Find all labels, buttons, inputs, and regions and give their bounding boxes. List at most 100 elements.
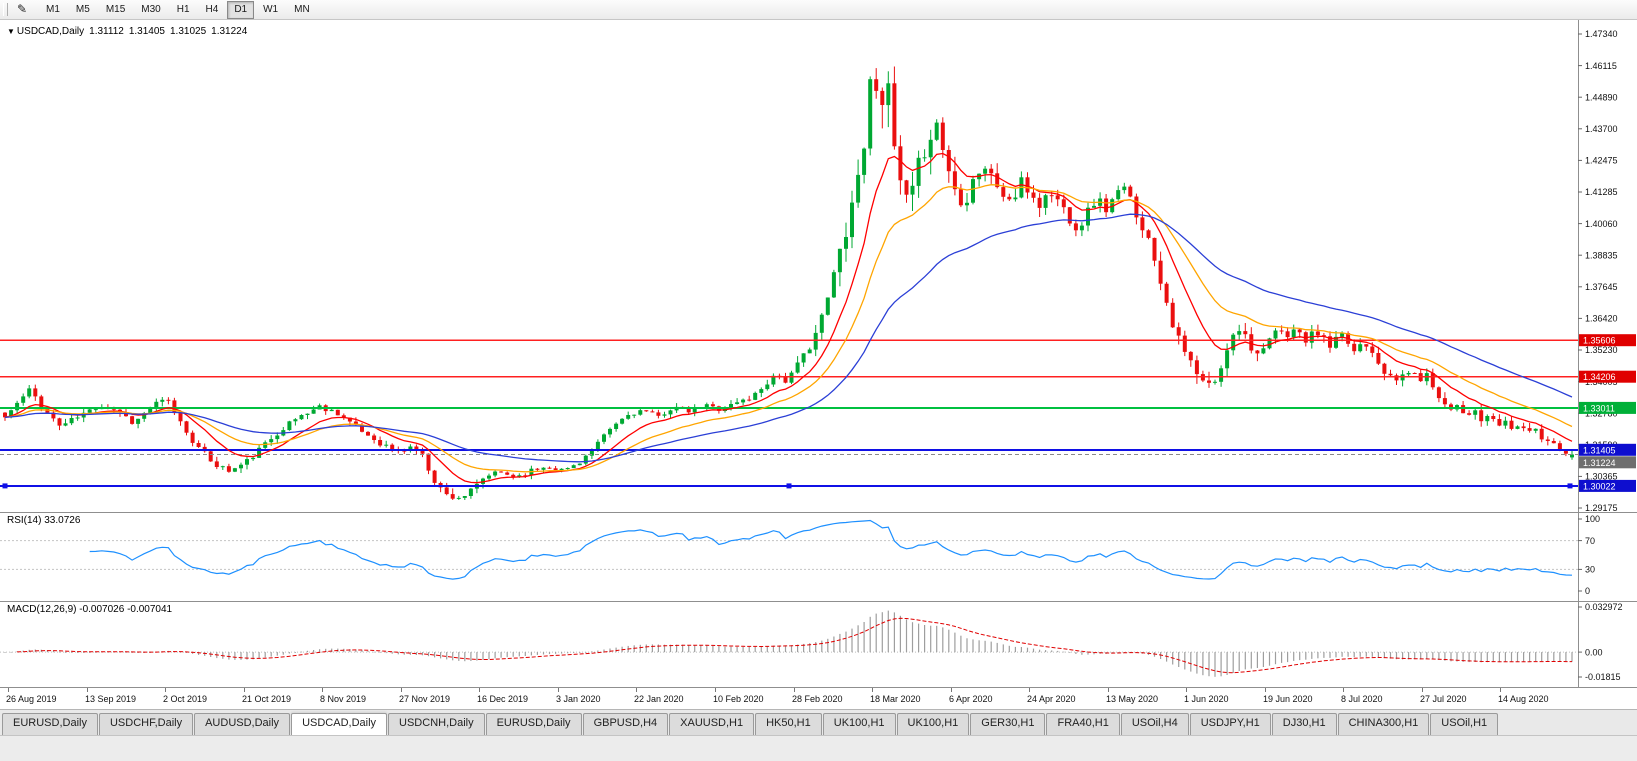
- chart-tab-5-eurusd-daily[interactable]: EURUSD,Daily: [485, 713, 582, 735]
- time-tick-label: 8 Nov 2019: [320, 694, 367, 704]
- time-tick-label: 8 Jul 2020: [1341, 694, 1383, 704]
- time-tick-label: 13 Sep 2019: [85, 694, 137, 704]
- price-tick-label: 1.43700: [1585, 124, 1618, 134]
- chart-tab-14-usdjpy-h1[interactable]: USDJPY,H1: [1189, 713, 1271, 735]
- price-label-1.35606: 1.35606: [1579, 334, 1636, 347]
- price-tick-label: 1.30365: [1585, 472, 1618, 482]
- chart-tab-15-dj30-h1[interactable]: DJ30,H1: [1271, 713, 1337, 735]
- rsi-panel[interactable]: 100 70 30 0: [0, 512, 1637, 601]
- chart-tab-2-audusd-daily[interactable]: AUDUSD,Daily: [194, 713, 291, 735]
- time-tick-label: 14 Aug 2020: [1498, 694, 1549, 704]
- chart-menu-arrow-icon[interactable]: ▼: [7, 27, 15, 36]
- ma-fast-line: [4, 152, 1573, 484]
- chart-symbol-period: USDCAD,Daily: [16, 26, 85, 37]
- time-tick: [1265, 688, 1266, 692]
- macd-histogram: [4, 610, 1573, 677]
- ohlc-open: 1.31112: [89, 26, 124, 37]
- macd-panel[interactable]: 0.032972 0.00 -0.01815: [0, 601, 1637, 687]
- svg-text:1.35606: 1.35606: [1583, 336, 1616, 346]
- ma-slow-line: [4, 213, 1573, 463]
- price-tick-label: 1.38835: [1585, 250, 1618, 260]
- bid-price-label: 1.31224: [1579, 456, 1636, 469]
- price-tick-label: 1.44890: [1585, 92, 1618, 102]
- ma-mid-line: [4, 184, 1573, 473]
- time-tick: [1422, 688, 1423, 692]
- timeframe-button-m5[interactable]: M5: [75, 3, 90, 15]
- time-tick-label: 3 Jan 2020: [556, 694, 601, 704]
- time-tick-label: 27 Nov 2019: [399, 694, 451, 704]
- time-tick-label: 13 May 2020: [1106, 694, 1159, 704]
- rsi-line: [89, 519, 1573, 580]
- chart-tab-3-usdcad-daily[interactable]: USDCAD,Daily: [291, 713, 388, 735]
- price-label-1.31405: 1.31405: [1579, 443, 1636, 456]
- price-tick-label: 1.42475: [1585, 156, 1618, 166]
- price-tick-label: 1.36420: [1585, 314, 1618, 324]
- price-label-1.34206: 1.34206: [1579, 370, 1636, 383]
- price-tick-label: 1.47340: [1585, 29, 1618, 39]
- timeframe-button-mn[interactable]: MN: [294, 3, 310, 15]
- macd-tick-label: -0.01815: [1585, 672, 1621, 682]
- time-tick-label: 10 Feb 2020: [713, 694, 764, 704]
- chart-tab-16-china300-h1[interactable]: CHINA300,H1: [1337, 713, 1430, 735]
- timeframe-button-m15[interactable]: M15: [105, 3, 126, 15]
- time-tick-label: 28 Feb 2020: [792, 694, 843, 704]
- chart-tab-13-usoil-h4[interactable]: USOil,H4: [1120, 713, 1189, 735]
- timeframe-button-m1[interactable]: M1: [46, 3, 60, 15]
- time-tick-label: 26 Aug 2019: [6, 694, 57, 704]
- chart-tab-7-xauusd-h1[interactable]: XAUUSD,H1: [669, 713, 755, 735]
- price-tick-label: 1.37645: [1585, 282, 1618, 292]
- rsi-tick-label: 70: [1585, 536, 1595, 546]
- svg-text:1.30022: 1.30022: [1583, 481, 1616, 491]
- chart-tab-9-uk100-h1[interactable]: UK100,H1: [822, 713, 896, 735]
- chart-tab-0-eurusd-daily[interactable]: EURUSD,Daily: [2, 713, 98, 735]
- time-tick: [872, 688, 873, 692]
- toolbar-grip[interactable]: [3, 3, 8, 16]
- pencil-icon[interactable]: ✎: [16, 2, 28, 16]
- svg-text:1.31405: 1.31405: [1583, 445, 1616, 455]
- svg-text:1.33011: 1.33011: [1583, 403, 1615, 413]
- chart-tab-11-ger30-h1[interactable]: GER30,H1: [970, 713, 1046, 735]
- time-tick-label: 18 Mar 2020: [870, 694, 921, 704]
- time-tick: [1186, 688, 1187, 692]
- time-tick-label: 19 Jun 2020: [1263, 694, 1313, 704]
- chart-tab-4-usdcnh-daily[interactable]: USDCNH,Daily: [388, 713, 485, 735]
- chart-tab-6-gbpusd-h4[interactable]: GBPUSD,H4: [582, 713, 669, 735]
- time-tick: [794, 688, 795, 692]
- main-price-chart[interactable]: 1.47340 1.46115 1.44890 1.43700 1.42475 1.412…: [0, 20, 1637, 512]
- time-tick: [8, 688, 9, 692]
- chart-tab-1-usdchf-daily[interactable]: USDCHF,Daily: [98, 713, 194, 735]
- time-tick: [87, 688, 88, 692]
- timeframe-button-w1[interactable]: W1: [263, 3, 279, 15]
- timeframe-button-d1[interactable]: D1: [227, 0, 255, 19]
- ohlc-close: 1.31224: [211, 26, 248, 37]
- chart-tab-17-usoil-h1[interactable]: USOil,H1: [1430, 713, 1499, 735]
- ohlc-high: 1.31405: [128, 26, 165, 37]
- chart-tab-12-fra40-h1[interactable]: FRA40,H1: [1046, 713, 1120, 735]
- timeframe-toolbar: ✎ M1 M5 M15 M30 H1 H4 D1 W1 MN: [0, 0, 1637, 20]
- time-tick-label: 16 Dec 2019: [477, 694, 529, 704]
- time-tick: [479, 688, 480, 692]
- time-tick: [1029, 688, 1030, 692]
- chart-tab-10-uk100-h1[interactable]: UK100,H1: [896, 713, 970, 735]
- svg-text:1.34206: 1.34206: [1583, 372, 1616, 382]
- chart-tab-8-hk50-h1[interactable]: HK50,H1: [755, 713, 822, 735]
- time-tick: [558, 688, 559, 692]
- status-bar: [0, 735, 1637, 761]
- svg-text:1.31224: 1.31224: [1583, 458, 1616, 468]
- time-tick: [244, 688, 245, 692]
- timeframe-button-m30[interactable]: M30: [141, 3, 161, 15]
- time-tick-label: 22 Jan 2020: [634, 694, 684, 704]
- time-tick-label: 6 Apr 2020: [949, 694, 993, 704]
- time-tick: [636, 688, 637, 692]
- price-tick-label: 1.41285: [1585, 187, 1618, 197]
- timeframe-button-h1[interactable]: H1: [176, 3, 190, 15]
- time-tick: [951, 688, 952, 692]
- hline-1.30022[interactable]: [0, 483, 1578, 489]
- time-tick-label: 24 Apr 2020: [1027, 694, 1076, 704]
- timeframe-button-h4[interactable]: H4: [205, 3, 219, 15]
- macd-signal-line: [17, 617, 1572, 674]
- time-tick: [322, 688, 323, 692]
- price-tick-label: 1.35230: [1585, 345, 1618, 355]
- time-axis[interactable]: 26 Aug 2019 13 Sep 2019 2 Oct 2019 21 Oct 2…: [0, 687, 1637, 709]
